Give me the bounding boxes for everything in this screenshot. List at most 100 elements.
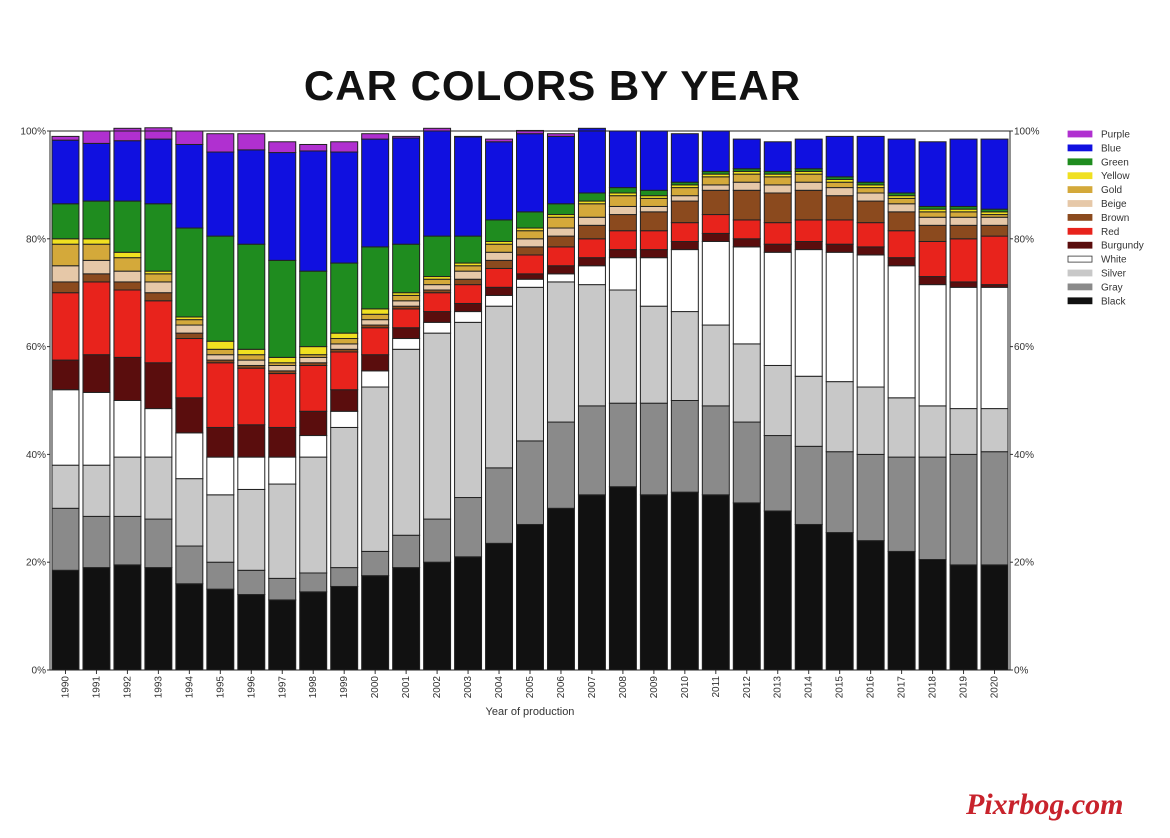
x-tick-label: 1991 — [92, 676, 103, 699]
y-tick-label-left: 60% — [26, 342, 46, 353]
bar-segment-burgundy-1997 — [268, 426, 297, 458]
bar-segment-beige-1990 — [51, 265, 80, 283]
bar-segment-brown-2019 — [949, 224, 978, 240]
bar-segment-blue-1999 — [330, 151, 359, 264]
bar-segment-burgundy-2004 — [485, 286, 514, 296]
bar-segment-gray-2011 — [701, 405, 730, 496]
bar-segment-burgundy-2012 — [732, 238, 761, 248]
bar-segment-gray-2006 — [546, 421, 575, 509]
x-tick-label: 2008 — [618, 676, 629, 699]
bar-segment-brown-2005 — [516, 246, 544, 256]
bar-segment-beige-2005 — [516, 238, 544, 248]
bar-segment-burgundy-1991 — [82, 354, 111, 393]
bar-segment-beige-2002 — [423, 284, 452, 291]
bar-segment-brown-2008 — [608, 214, 637, 232]
bar-segment-brown-2003 — [454, 278, 483, 286]
bar-segment-blue-2000 — [361, 138, 390, 248]
plot-frame — [49, 130, 1011, 671]
bar-segment-gold-1996 — [237, 354, 266, 361]
bar-segment-black-2019 — [949, 564, 978, 671]
bar-segment-blue-2017 — [887, 138, 916, 194]
bar-segment-green-1993 — [144, 203, 173, 272]
bar-segment-black-1993 — [144, 567, 173, 671]
bar-segment-gray-2001 — [392, 534, 421, 569]
legend-swatch-burgundy — [1067, 241, 1093, 249]
bar-segment-brown-2007 — [577, 224, 606, 240]
bar-segment-gray-2005 — [516, 440, 544, 525]
bar-segment-blue-1998 — [299, 150, 328, 272]
bar-segment-beige-2007 — [577, 216, 606, 226]
x-tick-label: 1993 — [153, 676, 164, 699]
bar-segment-beige-1998 — [299, 356, 328, 364]
bar-segment-gold-1993 — [144, 273, 173, 283]
bar-segment-gold-1999 — [330, 338, 359, 345]
bar-segment-black-1991 — [82, 567, 111, 671]
legend: Purple Blue Green Yellow Gold Beige Brown Red Bu… — [1067, 130, 1144, 307]
bar-segment-gray-2004 — [485, 467, 514, 544]
bar-segment-yellow-1997 — [268, 356, 297, 364]
bar-segment-black-2013 — [763, 510, 792, 671]
bar-segment-beige-2017 — [887, 203, 916, 213]
bar-segment-gray-2018 — [918, 456, 947, 561]
bar-segment-red-1992 — [113, 289, 142, 358]
bar-segment-red-2014 — [794, 219, 823, 243]
x-tick-label: 2010 — [680, 676, 691, 699]
legend-swatch-silver — [1067, 269, 1093, 277]
bar-segment-blue-2007 — [577, 127, 606, 194]
bar-segment-brown-1991 — [82, 273, 111, 283]
bar-segment-gray-1996 — [237, 569, 266, 596]
bar-segment-brown-2015 — [825, 195, 854, 221]
bar-segment-red-1997 — [268, 373, 297, 428]
bar-segment-green-2000 — [361, 246, 390, 310]
bar-segment-black-1992 — [113, 564, 142, 671]
bar-segment-black-1996 — [237, 594, 266, 671]
y-tick-label-right: 0% — [1014, 666, 1029, 677]
bar-segment-gold-2006 — [546, 216, 575, 229]
x-tick-label: 2005 — [525, 676, 536, 699]
bar-segment-beige-1997 — [268, 364, 297, 372]
bar-segment-gray-2013 — [763, 435, 792, 512]
bar-segment-brown-1990 — [51, 281, 80, 294]
bar-segment-gray-1995 — [206, 561, 235, 590]
bar-segment-blue-2016 — [856, 135, 885, 183]
x-tick-label: 2016 — [866, 676, 877, 699]
x-tick-label: 1990 — [61, 676, 72, 699]
legend-swatch-black — [1067, 297, 1093, 305]
bar-segment-beige-2013 — [763, 184, 792, 194]
bar-segment-gray-2020 — [980, 451, 1009, 566]
bar-segment-black-1994 — [175, 583, 204, 671]
x-tick-label: 2003 — [463, 676, 474, 699]
y-tick-label-left: 80% — [26, 234, 46, 245]
bar-segment-burgundy-2008 — [608, 249, 637, 259]
bar-segment-gold-2012 — [732, 173, 761, 183]
bar-segment-beige-1991 — [82, 259, 111, 275]
y-tick-label-left: 20% — [26, 558, 46, 569]
bar-segment-green-1998 — [299, 270, 328, 348]
legend-swatch-beige — [1067, 200, 1093, 207]
bar-segment-beige-2019 — [949, 216, 978, 226]
bar-segment-white-2015 — [825, 251, 854, 383]
x-axis-label: Year of production — [486, 706, 575, 718]
bar-segment-yellow-1995 — [206, 340, 235, 350]
bar-segment-red-1996 — [237, 367, 266, 426]
bar-segment-burgundy-2019 — [949, 281, 978, 288]
bar-segment-purple-2004 — [485, 138, 514, 143]
bar-segment-beige-2006 — [546, 227, 575, 237]
bar-segment-gold-2005 — [516, 230, 544, 240]
bar-segment-red-2016 — [856, 222, 885, 248]
bar-segment-purple-1998 — [299, 143, 328, 152]
bar-segment-burgundy-2009 — [639, 249, 668, 259]
y-tick-label-left: 0% — [32, 666, 47, 677]
bar-segment-silver-2000 — [361, 386, 390, 552]
bar-segment-gray-1992 — [113, 515, 142, 566]
bar-segment-silver-2010 — [670, 311, 699, 401]
bar-segment-brown-2006 — [546, 235, 575, 248]
x-tick-label: 2006 — [556, 676, 567, 699]
bar-segment-red-2017 — [887, 230, 916, 259]
bar-segment-green-1992 — [113, 200, 142, 253]
bar-segment-gray-2002 — [423, 518, 452, 563]
bar-segment-blue-2012 — [732, 138, 761, 170]
bar-segment-brown-2013 — [763, 192, 792, 224]
bar-segment-black-2020 — [980, 564, 1009, 671]
bar-segment-blue-1996 — [237, 149, 266, 245]
